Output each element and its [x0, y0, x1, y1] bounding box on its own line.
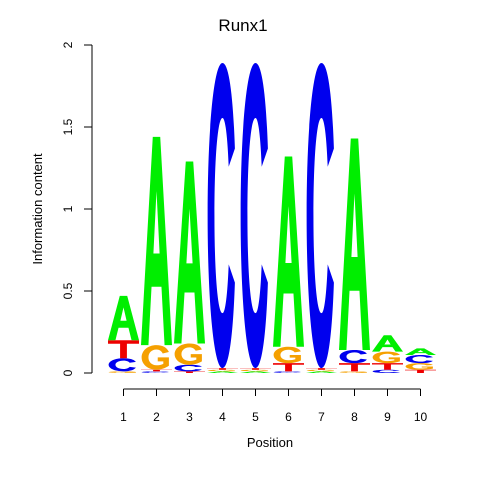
letter-A-pos-7 — [306, 371, 337, 373]
stack-position-1 — [108, 295, 139, 373]
y-axis: 0 0.5 1 1.5 2 — [61, 41, 93, 376]
letter-G-pos-8 — [339, 371, 367, 373]
letter-G-pos-4 — [207, 369, 235, 372]
x-tick-label: 4 — [219, 410, 226, 424]
y-tick-label: 1 — [61, 205, 75, 212]
letter-C-pos-7 — [306, 63, 334, 369]
x-tick-label: 1 — [120, 410, 127, 424]
letter-G-pos-2 — [141, 345, 169, 370]
letter-T-pos-2 — [141, 369, 172, 372]
x-tick-label: 3 — [186, 410, 193, 424]
letter-A-pos-6 — [273, 156, 304, 347]
x-tick-label: 5 — [252, 410, 259, 424]
letter-C-pos-10 — [405, 354, 433, 364]
y-tick-label: 2 — [61, 41, 75, 48]
letter-C-pos-1 — [108, 358, 136, 372]
y-tick-label: 0 — [61, 369, 75, 376]
letter-G-pos-7 — [306, 369, 334, 372]
y-tick-label: 1.5 — [61, 118, 75, 135]
x-tick-label: 6 — [285, 410, 292, 424]
x-tick-label: 8 — [351, 410, 358, 424]
stack-position-3 — [174, 161, 205, 373]
letter-C-pos-8 — [339, 350, 367, 364]
letter-A-pos-4 — [207, 371, 238, 373]
x-tick-label: 2 — [153, 410, 160, 424]
letter-C-pos-3 — [174, 364, 202, 372]
chart-title: Runx1 — [218, 16, 267, 35]
letter-A-pos-1 — [108, 295, 139, 341]
letter-A-pos-5 — [240, 371, 271, 373]
letter-T-pos-5 — [240, 368, 271, 370]
letter-T-pos-6 — [273, 363, 304, 372]
x-axis-label: Position — [247, 435, 293, 450]
letter-G-pos-3 — [174, 343, 202, 365]
letter-G-pos-6 — [273, 346, 301, 364]
letter-A-pos-2 — [141, 136, 172, 346]
letter-A-pos-3 — [174, 161, 205, 344]
letter-T-pos-1 — [108, 340, 139, 359]
letter-T-pos-9 — [372, 363, 403, 370]
letter-T-pos-10 — [405, 369, 436, 373]
letter-stacks — [108, 63, 436, 373]
stack-position-7 — [306, 63, 337, 373]
letter-A-pos-10 — [405, 348, 436, 355]
letter-A-pos-8 — [339, 138, 370, 351]
letter-T-pos-7 — [306, 368, 337, 370]
letter-G-pos-1 — [108, 371, 136, 373]
letter-G-pos-5 — [240, 369, 268, 372]
letter-T-pos-4 — [207, 368, 238, 370]
letter-T-pos-3 — [174, 371, 205, 373]
x-tick-label: 9 — [384, 410, 391, 424]
y-axis-label: Information content — [30, 153, 45, 265]
stack-position-6 — [273, 156, 304, 373]
letter-C-pos-4 — [207, 63, 235, 369]
x-tick-label: 7 — [318, 410, 325, 424]
letter-C-pos-9 — [372, 369, 400, 373]
stack-position-4 — [207, 63, 238, 373]
letter-C-pos-6 — [273, 371, 301, 373]
stack-position-10 — [405, 348, 436, 373]
y-tick-label: 0.5 — [61, 282, 75, 299]
letter-C-pos-2 — [141, 371, 169, 373]
letter-C-pos-5 — [240, 63, 268, 369]
letter-A-pos-9 — [372, 335, 403, 352]
stack-position-5 — [240, 63, 271, 373]
letter-G-pos-9 — [372, 351, 400, 364]
letter-G-pos-10 — [405, 363, 433, 370]
stack-position-2 — [141, 136, 172, 373]
x-axis: 1 2 3 4 5 6 7 8 9 10 — [120, 388, 428, 424]
letter-T-pos-8 — [339, 363, 370, 372]
x-tick-label: 10 — [414, 410, 428, 424]
stack-position-9 — [372, 335, 403, 373]
stack-position-8 — [339, 138, 370, 373]
